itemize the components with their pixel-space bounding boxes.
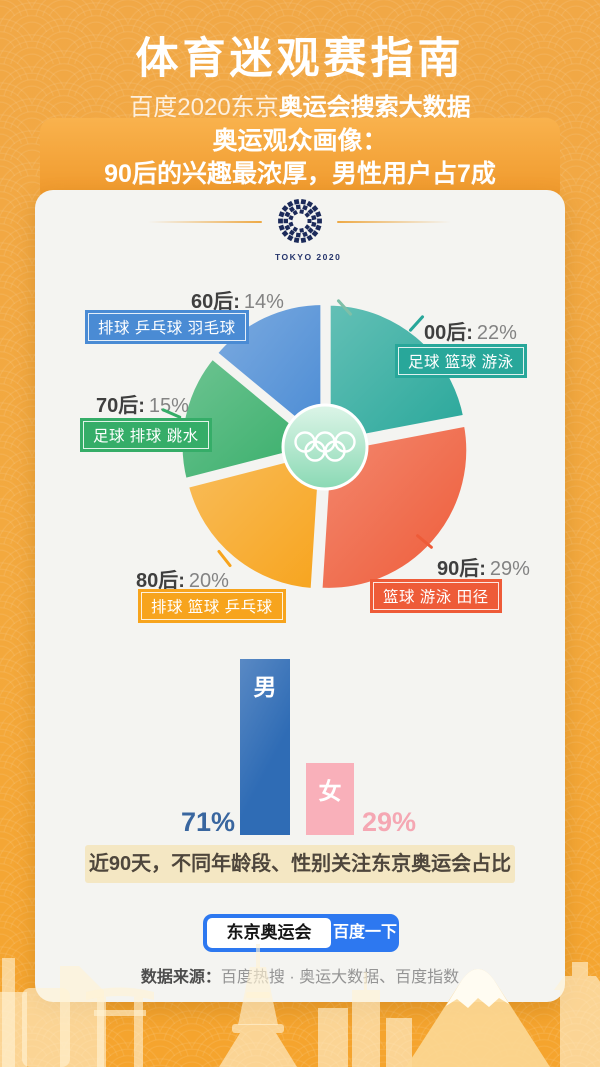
decor-line-right xyxy=(337,221,451,223)
subtitle-light: 百度2020东京 xyxy=(129,94,279,121)
gender-bar-chart: 男 女 71% 29% xyxy=(181,649,465,837)
pie-label-60s: 60后: 14% xyxy=(191,291,284,313)
bar-female: 女 xyxy=(306,763,354,835)
castle-icon xyxy=(560,990,600,1067)
bar-male-value: 71% xyxy=(180,807,235,837)
pie-label-90s: 90后: 29% xyxy=(437,558,530,580)
pie-label-70s: 70后: 15% xyxy=(96,395,189,417)
pie-center-circle xyxy=(281,403,369,491)
pie-interests-60s: 排球 乒乓球 羽毛球 xyxy=(88,313,246,341)
decor-line-left xyxy=(148,221,262,223)
chart-caption: 近90天，不同年龄段、性别关注东京奥运会占比 xyxy=(85,845,515,883)
tokyo2020-emblem-icon xyxy=(278,199,322,243)
bar-female-value: 29% xyxy=(362,807,417,837)
data-source-label: 数据来源： xyxy=(140,969,221,986)
baidu-search-bar: 东京奥运会 百度一下 xyxy=(203,914,399,952)
baidu-search-button[interactable]: 百度一下 xyxy=(331,914,399,952)
bar-male-label: 男 xyxy=(253,674,277,700)
banner-line2: 90后的兴趣最浓厚，男性用户占7成 xyxy=(104,160,496,188)
pie-interests-80s: 排球 篮球 乒乓球 xyxy=(141,592,283,620)
page-title: 体育迷观赛指南 xyxy=(135,35,465,83)
pie-label-00s: 00后: 22% xyxy=(424,322,517,344)
pie-label-80s: 80后: 20% xyxy=(136,570,229,592)
pie-interests-90s: 篮球 游泳 田径 xyxy=(373,582,499,610)
age-pie-chart xyxy=(177,299,472,594)
search-input[interactable]: 东京奥运会 xyxy=(207,918,331,948)
page-subtitle: 百度2020东京奥运会搜索大数据 xyxy=(0,87,600,122)
subtitle-bold: 奥运会搜索大数据 xyxy=(278,94,471,121)
data-source-value: 百度热搜 · 奥运大数据、百度指数 xyxy=(220,969,460,986)
olympic-rings-icon xyxy=(324,440,346,462)
pie-slice-00后 xyxy=(325,300,469,447)
tokyo2020-logo-text: TOKYO 2020 xyxy=(275,252,342,262)
pie-interests-00s: 足球 篮球 游泳 xyxy=(398,347,524,375)
content-card: TOKYO 2020 00后: 22% 足球 篮球 游泳 90后: 29% 篮球 游… xyxy=(35,190,565,1002)
pie-interests-70s: 足球 排球 跳水 xyxy=(83,421,209,449)
bar-male: 男 xyxy=(240,659,290,835)
tokyo2020-logo: TOKYO 2020 xyxy=(275,196,342,262)
pie-slice-80后 xyxy=(183,447,325,594)
headline-banner: 奥运观众画像： 90后的兴趣最浓厚，男性用户占7成 xyxy=(40,118,560,204)
data-source: 数据来源：百度热搜 · 奥运大数据、百度指数 xyxy=(35,963,565,987)
bar-female-label: 女 xyxy=(318,778,342,805)
banner-line1: 奥运观众画像： xyxy=(212,127,388,155)
